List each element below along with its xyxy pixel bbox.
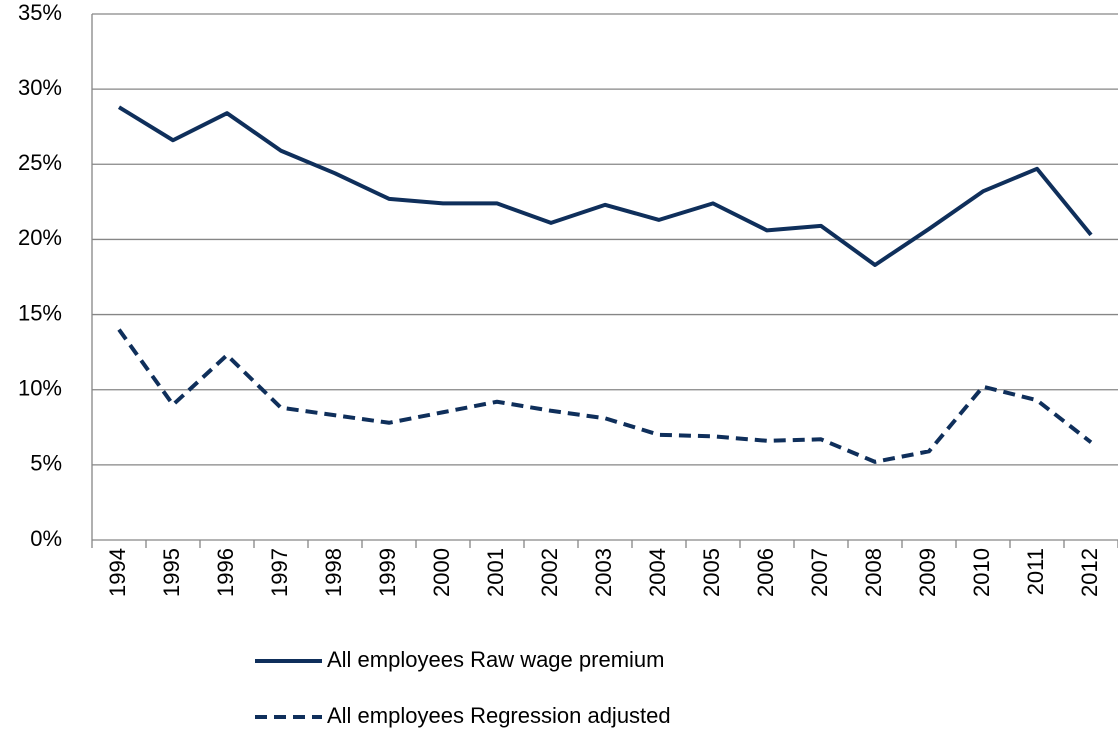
x-tick-label: 2009 xyxy=(915,548,940,597)
x-tick-label: 1999 xyxy=(375,548,400,597)
legend-label: All employees Regression adjusted xyxy=(327,703,671,728)
series-line xyxy=(117,328,1093,464)
y-tick-label: 15% xyxy=(18,300,62,325)
x-tick-label: 2012 xyxy=(1077,548,1102,597)
x-tick-label: 2002 xyxy=(537,548,562,597)
y-tick-label: 25% xyxy=(18,150,62,175)
y-tick-label: 30% xyxy=(18,75,62,100)
x-tick-label: 1994 xyxy=(105,548,130,597)
x-tick-label: 2000 xyxy=(429,548,454,597)
legend-label: All employees Raw wage premium xyxy=(327,647,664,672)
x-tick-label: 1995 xyxy=(159,548,184,597)
x-tick-label: 2004 xyxy=(645,548,670,597)
x-tick-label: 2008 xyxy=(861,548,886,597)
x-tick-label: 2007 xyxy=(807,548,832,597)
x-tick-label: 2001 xyxy=(483,548,508,597)
y-tick-label: 10% xyxy=(18,376,62,401)
x-tick-label: 2006 xyxy=(753,548,778,597)
y-tick-label: 35% xyxy=(18,0,62,25)
x-tick-label: 1998 xyxy=(321,548,346,597)
x-tick-label: 2010 xyxy=(969,548,994,597)
series-line xyxy=(117,105,1093,267)
y-tick-label: 5% xyxy=(30,451,62,476)
x-tick-label: 2011 xyxy=(1023,548,1048,595)
x-tick-label: 1996 xyxy=(213,548,238,597)
x-tick-label: 2003 xyxy=(591,548,616,597)
x-tick-label: 1997 xyxy=(267,548,292,597)
y-tick-label: 20% xyxy=(18,225,62,250)
y-tick-label: 0% xyxy=(30,526,62,551)
x-tick-label: 2005 xyxy=(699,548,724,597)
